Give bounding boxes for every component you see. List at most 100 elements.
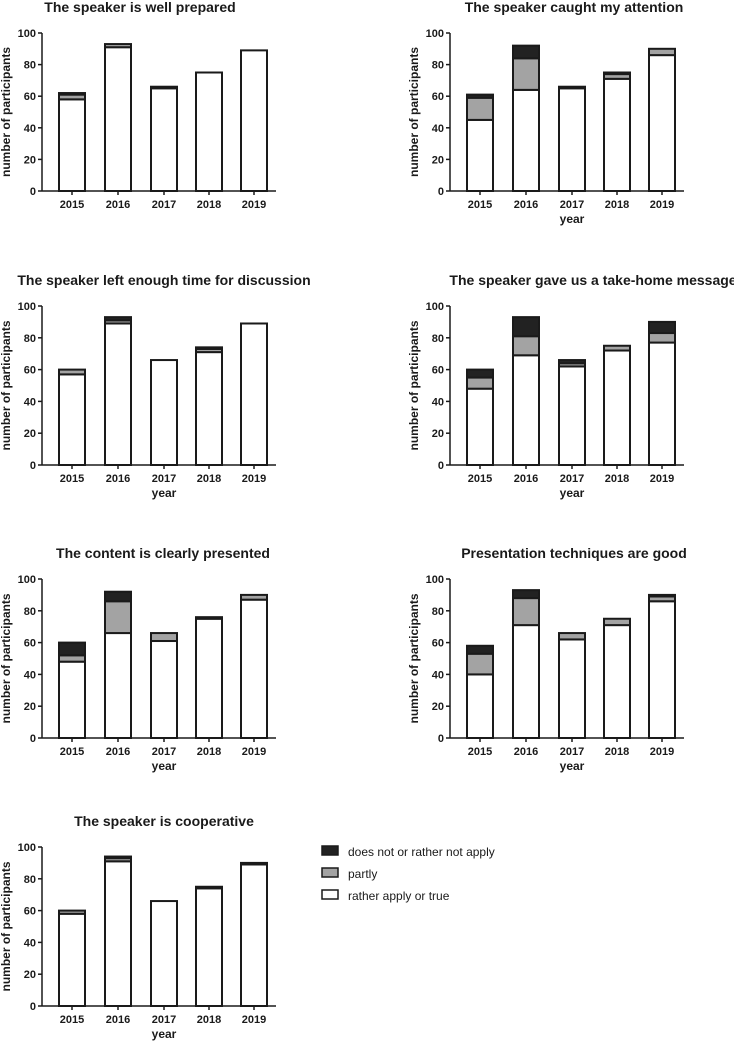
y-axis-label: number of participants (407, 320, 421, 450)
x-tick-label: 2015 (60, 473, 84, 485)
y-axis-label: number of participants (0, 861, 13, 991)
legend: does not or rather not apply partly rath… (321, 845, 495, 903)
y-axis-label: number of participants (407, 593, 421, 723)
y-tick-label: 100 (426, 301, 444, 313)
y-tick-label: 0 (30, 460, 36, 472)
bar-rather-apply-2015 (466, 118, 494, 192)
legend-swatch-rather-apply (321, 889, 339, 900)
x-tick-label: 2017 (560, 746, 584, 758)
bar-partly-2018 (195, 885, 223, 890)
chart-panel-6: Presentation techniques are good number o… (407, 545, 687, 773)
y-tick-label: 0 (30, 733, 36, 745)
x-tick-label: 2015 (60, 199, 84, 211)
bar-not-apply-2016 (104, 590, 132, 603)
bar-not-apply-2019 (648, 320, 676, 335)
bar-partly-2017 (558, 632, 586, 641)
bar-rather-apply-2018 (195, 71, 223, 192)
y-axis-label: number of participants (0, 593, 13, 723)
legend-label-partly: partly (348, 867, 377, 881)
bar-rather-apply-2018 (603, 624, 631, 739)
y-tick-label: 40 (24, 396, 36, 408)
y-axis-label: number of participants (407, 47, 421, 177)
legend-swatch-partly (321, 867, 339, 878)
x-axis-label: year (152, 1027, 177, 1041)
y-tick-label: 80 (24, 606, 36, 618)
x-tick-label: 2015 (60, 1014, 84, 1026)
bar-partly-2015 (466, 96, 494, 121)
y-tick-label: 80 (432, 333, 444, 345)
x-tick-label: 2019 (650, 746, 674, 758)
x-tick-label: 2018 (605, 199, 629, 211)
x-tick-label: 2018 (605, 746, 629, 758)
x-tick-label: 2016 (106, 199, 130, 211)
bar-rather-apply-2015 (58, 98, 86, 192)
bar-not-apply-2015 (466, 93, 494, 99)
bar-rather-apply-2017 (558, 365, 586, 467)
x-tick-label: 2017 (152, 199, 176, 211)
bar-rather-apply-2015 (58, 660, 86, 739)
y-tick-label: 20 (24, 701, 36, 713)
bar-partly-2016 (512, 597, 540, 627)
y-tick-label: 100 (426, 28, 444, 40)
x-tick-label: 2018 (197, 746, 221, 758)
bar-not-apply-2019 (240, 861, 268, 866)
bar-partly-2018 (603, 344, 631, 352)
y-tick-label: 80 (432, 606, 444, 618)
bar-not-apply-2015 (466, 644, 494, 655)
x-tick-label: 2016 (106, 1014, 130, 1026)
y-tick-label: 0 (30, 1001, 36, 1013)
bar-rather-apply-2016 (512, 624, 540, 739)
y-tick-label: 80 (24, 60, 36, 72)
bar-not-apply-2015 (58, 92, 86, 96)
bar-rather-apply-2019 (240, 322, 268, 466)
legend-label-rather-apply: rather apply or true (348, 889, 450, 903)
x-tick-label: 2015 (468, 473, 492, 485)
bar-partly-2016 (104, 43, 132, 49)
x-tick-label: 2016 (514, 199, 538, 211)
y-tick-label: 60 (24, 638, 36, 650)
bar-rather-apply-2018 (195, 351, 223, 466)
x-tick-label: 2019 (242, 199, 266, 211)
chart-title: The speaker gave us a take-home message (449, 272, 734, 288)
bar-partly-2015 (466, 376, 494, 390)
y-tick-label: 0 (30, 186, 36, 198)
bar-partly-2018 (603, 617, 631, 627)
y-tick-label: 40 (432, 669, 444, 681)
y-axis-label: number of participants (0, 320, 13, 450)
bar-not-apply-2016 (104, 855, 132, 860)
x-tick-label: 2016 (106, 473, 130, 485)
y-tick-label: 20 (432, 428, 444, 440)
y-tick-label: 20 (432, 701, 444, 713)
x-axis-label: year (560, 212, 585, 226)
bar-rather-apply-2017 (150, 640, 178, 740)
legend-swatch-not-apply (321, 845, 339, 856)
bar-rather-apply-2015 (58, 373, 86, 466)
bar-partly-2017 (558, 85, 586, 90)
x-axis-label: year (152, 759, 177, 773)
y-tick-label: 20 (24, 428, 36, 440)
y-tick-label: 40 (432, 123, 444, 135)
bar-rather-apply-2019 (648, 341, 676, 467)
bar-partly-2019 (648, 47, 676, 57)
x-tick-label: 2015 (468, 199, 492, 211)
x-tick-label: 2018 (197, 1014, 221, 1026)
y-tick-label: 20 (432, 154, 444, 166)
x-tick-label: 2019 (650, 473, 674, 485)
y-tick-label: 40 (24, 937, 36, 949)
bar-rather-apply-2017 (558, 638, 586, 739)
bar-rather-apply-2017 (150, 359, 178, 466)
chart-panel-4: The speaker gave us a take-home message n… (407, 272, 734, 500)
y-tick-label: 20 (24, 969, 36, 981)
y-tick-label: 40 (24, 669, 36, 681)
bar-not-apply-2016 (512, 316, 540, 338)
x-tick-label: 2017 (152, 1014, 176, 1026)
x-tick-label: 2016 (514, 473, 538, 485)
x-tick-label: 2017 (560, 199, 584, 211)
x-tick-label: 2016 (106, 746, 130, 758)
bar-partly-2015 (466, 652, 494, 676)
y-tick-label: 60 (24, 365, 36, 377)
y-tick-label: 60 (24, 906, 36, 918)
bar-rather-apply-2019 (240, 863, 268, 1007)
x-axis-label: year (152, 486, 177, 500)
bar-not-apply-2016 (512, 589, 540, 600)
